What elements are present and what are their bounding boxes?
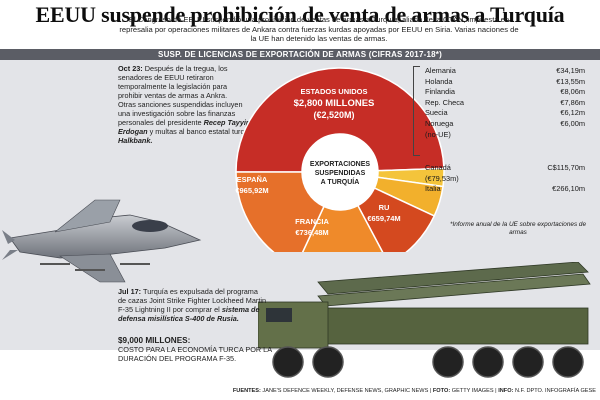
spain-label: ESPAÑA <box>237 175 268 184</box>
usa-label: ESTADOS UNIDOS <box>301 87 368 96</box>
oct-note-person: Recep Tayyip Erdogan <box>118 118 251 136</box>
eu-value: €34,19m <box>556 66 585 75</box>
eu-country: Finlandia <box>425 87 455 97</box>
footer-photo-label: FOTO: <box>432 388 451 394</box>
eu-row: Holanda €13,55m <box>425 77 585 88</box>
jul-note-text: Turquía es expulsada del programa de caz… <box>118 287 267 314</box>
eu-value: €8,06m <box>560 87 585 97</box>
jul-note-system: sistema de defensa misilística S-400 de … <box>118 305 260 323</box>
spain-value: €965,92M <box>235 186 268 195</box>
eu-row: Finlandia €8,06m <box>425 87 585 98</box>
eu-row: Noruega €6,00m <box>425 119 585 130</box>
headline: EEUU suspende prohibición de venta de ar… <box>35 2 565 27</box>
footer-sources-label: FUENTES: <box>232 388 261 394</box>
jul-17-note: Jul 17: Turquía es expulsada del program… <box>118 287 268 323</box>
cost-note-text: COSTO PARA LA ECONOMÍA TURCA POR LA DURA… <box>118 345 272 363</box>
eu-value: €6,12m <box>560 108 585 118</box>
footer-credits: FUENTES: JANE'S DEFENCE WEEKLY, DEFENSE … <box>232 388 596 394</box>
canada-eur-value: (€79,53m) <box>425 173 459 183</box>
canada-value: C$115,70m <box>547 163 585 172</box>
donut-center-line-3: A TURQUÍA <box>321 177 360 186</box>
oct-note-text: Después de la tregua, los senadores de E… <box>118 64 228 100</box>
fighter-jet-illustration <box>2 199 202 283</box>
non-eu-exports-list: Canadá C$115,70m (€79,53m) Italia €266,10m <box>425 163 585 195</box>
canada-label: Canadá <box>425 163 451 172</box>
f35-cost-note: $9,000 MILLONES: COSTO PARA LA ECONOMÍA … <box>118 336 280 363</box>
france-value: €736,48M <box>295 228 328 237</box>
eu-list-bracket <box>413 66 420 156</box>
oct-23-note: Oct 23: Después de la tregua, los senado… <box>118 64 251 145</box>
eu-value: €13,55m <box>556 76 585 86</box>
eu-row: (no-UE) <box>425 130 585 141</box>
s400-missile-truck-illustration <box>258 262 591 378</box>
donut-center-line-2: SUSPENDIDAS <box>315 170 366 177</box>
eu-country: Rep. Checa <box>425 97 465 107</box>
exports-donut-chart: EXPORTACIONES SUSPENDIDAS A TURQUÍA ESTA… <box>235 67 445 252</box>
eu-value: €6,00m <box>560 118 585 128</box>
eu-country: Noruega <box>425 118 454 128</box>
footer-info: N.F. DPTO. INFOGRAFÍA GESE <box>513 388 596 394</box>
jul-note-date: Jul 17: <box>118 287 142 296</box>
section-title-bar <box>0 49 600 60</box>
eu-row: Suecia €6,12m <box>425 108 585 119</box>
oct-note-text-2a: Otras sanciones suspendidas incluyen una… <box>118 100 243 127</box>
eu-country: Suecia <box>425 108 448 118</box>
eu-exports-list: Alemania €34,19m Holanda €13,55m Finlandia… <box>425 66 585 140</box>
italy-value: €266,10m <box>552 184 585 194</box>
usa-value-eur: (€2,520M) <box>313 110 354 120</box>
italy-label: Italia <box>425 184 441 194</box>
canada-eur-row: (€79,53m) <box>425 174 585 185</box>
canada-row: Canadá C$115,70m <box>425 163 585 174</box>
oct-note-date: Oct 23: <box>118 64 143 73</box>
uk-value: €659,74M <box>367 214 400 223</box>
donut-center <box>302 134 378 210</box>
section-title: SUSP. DE LICENCIAS DE EXPORTACIÓN DE ARM… <box>158 50 442 59</box>
footer-photo: GETTY IMAGES <box>450 388 494 394</box>
oct-note-text-2b: y multas al banco estatal turco <box>147 127 249 136</box>
eu-value: €7,86m <box>560 97 585 107</box>
usa-value: $2,800 MILLONES <box>294 98 375 109</box>
uk-label: RU <box>379 203 390 212</box>
eu-row: Alemania €34,19m <box>425 66 585 77</box>
donut-center-line-1: EXPORTACIONES <box>310 161 370 168</box>
footer-sources: JANE'S DEFENCE WEEKLY, DEFENSE NEWS, GRA… <box>260 388 429 394</box>
eu-report-footnote: *Informe anual de la UE sobre exportacio… <box>449 221 587 236</box>
oct-note-bank: Halkbank. <box>118 136 153 145</box>
eu-country: Holanda <box>425 76 453 86</box>
france-label: FRANCIA <box>295 217 329 226</box>
eu-country: (no-UE) <box>425 129 451 139</box>
intro-text: El Congreso de EEUU suspendió una prohib… <box>119 15 519 44</box>
eu-country: Alemania <box>425 66 456 75</box>
italy-row: Italia €266,10m <box>425 184 585 195</box>
eu-row: Rep. Checa €7,86m <box>425 98 585 109</box>
cost-note-amount: $9,000 MILLONES: <box>118 336 191 345</box>
footer-info-label: INFO: <box>498 388 514 394</box>
